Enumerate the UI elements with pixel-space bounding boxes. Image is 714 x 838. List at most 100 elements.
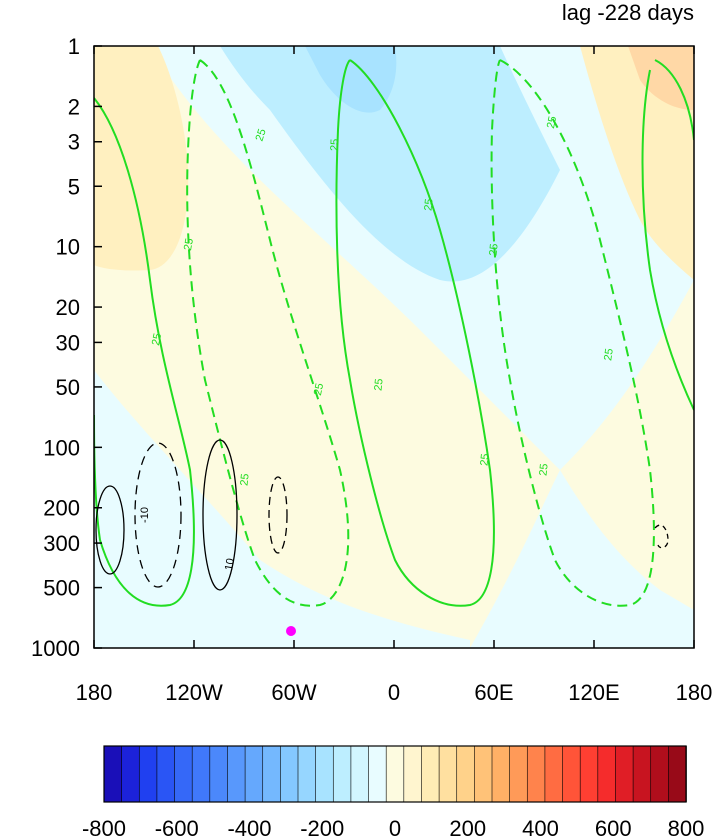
contour-label-green: 25	[545, 115, 559, 129]
colorbar-label: 0	[389, 816, 401, 838]
y-tick-label: 200	[43, 496, 80, 521]
contour-label-green: 25	[254, 127, 269, 142]
fill-light-cyan-right	[470, 470, 694, 648]
x-tick-label: 180	[676, 680, 713, 705]
colorbar-frame	[103, 745, 687, 803]
green-solid-contour-2	[335, 59, 495, 607]
colorbar-label: -400	[227, 816, 271, 838]
colorbar-box	[597, 745, 617, 803]
contour-label-green: 25	[182, 237, 196, 251]
colorbar-box	[562, 745, 581, 803]
fill-orange-right	[580, 46, 694, 280]
colorbar-box	[121, 745, 141, 803]
contour-label-black: -10	[139, 507, 151, 523]
colorbar-box	[174, 745, 193, 803]
colorbar-label: -800	[82, 816, 126, 838]
y-tick-label: 50	[56, 375, 80, 400]
colorbar-box	[526, 745, 546, 803]
colorbar-box	[138, 745, 158, 803]
contour-label-green: 25	[312, 382, 326, 396]
green-dashed-contour-1	[186, 59, 350, 607]
contour-label-green: 25	[478, 453, 491, 466]
colorbar-box	[350, 745, 370, 803]
y-tick-label: 1000	[31, 636, 80, 661]
colorbar-box	[509, 745, 529, 803]
y-tick-label: 500	[43, 576, 80, 601]
colorbar-box	[191, 745, 211, 803]
contour-label-green: 25	[329, 139, 341, 152]
contour-label-green: 25	[422, 198, 435, 211]
black-contours	[95, 439, 669, 591]
contour-label-green: 25	[372, 378, 385, 391]
y-tick-label: 100	[43, 435, 80, 460]
y-tick-label: 3	[68, 130, 80, 155]
contour-label-green: 25	[487, 243, 500, 256]
colorbar-box	[280, 745, 299, 803]
green-dashed-contour-2	[490, 59, 655, 607]
x-tick-label: 60E	[474, 680, 513, 705]
colorbar: -800 -600 -400 -200 0 200 400 600 800	[82, 745, 705, 838]
black-solid-contour-2	[202, 439, 238, 591]
contour-label-black: 10	[223, 557, 237, 571]
colorbar-box	[156, 745, 176, 803]
contour-label-green: 25	[238, 473, 251, 486]
black-solid-contour-1	[95, 485, 125, 575]
x-tick-label: 60W	[271, 680, 316, 705]
colorbar-box	[103, 745, 123, 803]
colorbar-label: 800	[668, 816, 705, 838]
colorbar-box	[315, 745, 335, 803]
black-dashed-contour-2	[268, 476, 288, 554]
colorbar-box	[332, 745, 352, 803]
colorbar-box	[632, 745, 652, 803]
colorbar-box	[650, 745, 670, 803]
fill-blue	[305, 46, 397, 113]
filled-contours	[94, 46, 694, 648]
colorbar-box	[438, 745, 458, 803]
green-solid-contour-1	[94, 97, 195, 607]
contour-label-green: 25	[537, 463, 550, 476]
colorbar-box	[262, 745, 282, 803]
black-dashed-contour-1	[134, 442, 182, 588]
x-axis: 180 120W 60W 0 60E 120E 180	[76, 46, 713, 705]
y-tick-label: 1	[68, 34, 80, 59]
x-tick-label: 180	[76, 680, 113, 705]
fill-orange-corner	[628, 46, 694, 110]
colorbar-box	[368, 745, 387, 803]
colorbar-box	[474, 745, 493, 803]
colorbar-box	[209, 745, 229, 803]
green-contours	[94, 59, 694, 607]
colorbar-label: 600	[595, 816, 632, 838]
colorbar-box	[544, 745, 564, 803]
plot-title: lag -228 days	[561, 0, 694, 25]
colorbar-box	[244, 745, 264, 803]
colorbar-box	[385, 745, 405, 803]
colorbar-box	[403, 745, 423, 803]
colorbar-label: -600	[155, 816, 199, 838]
y-tick-label: 20	[56, 295, 80, 320]
y-tick-label: 5	[68, 174, 80, 199]
x-tick-label: 120E	[568, 680, 619, 705]
colorbar-box	[297, 745, 317, 803]
contour-label-green: 25	[150, 332, 164, 346]
x-tick-label: 0	[388, 680, 400, 705]
fill-cyan	[220, 46, 560, 282]
colorbar-box	[668, 745, 687, 803]
x-tick-label: 120W	[165, 680, 223, 705]
green-solid-contour-4	[641, 69, 694, 411]
colorbar-box	[579, 745, 599, 803]
contour-labels: 25 25 25 25 25 25 25 25 25 25 25 25 25 -10 10	[139, 115, 616, 571]
y-tick-label: 2	[68, 94, 80, 119]
colorbar-label: 400	[522, 816, 559, 838]
colorbar-box	[491, 745, 511, 803]
fill-orange-left	[94, 46, 189, 271]
y-axis: 1 2 3 5 10 20 30 50 100 200 300 500 1000	[31, 34, 102, 661]
y-tick-label: 30	[56, 330, 80, 355]
colorbar-box	[421, 745, 440, 803]
colorbar-box	[615, 745, 634, 803]
colorbar-label: -200	[300, 816, 344, 838]
magenta-marker	[286, 626, 296, 636]
colorbar-label: 200	[449, 816, 486, 838]
fill-light-cyan-left	[94, 370, 470, 648]
colorbar-box	[456, 745, 476, 803]
